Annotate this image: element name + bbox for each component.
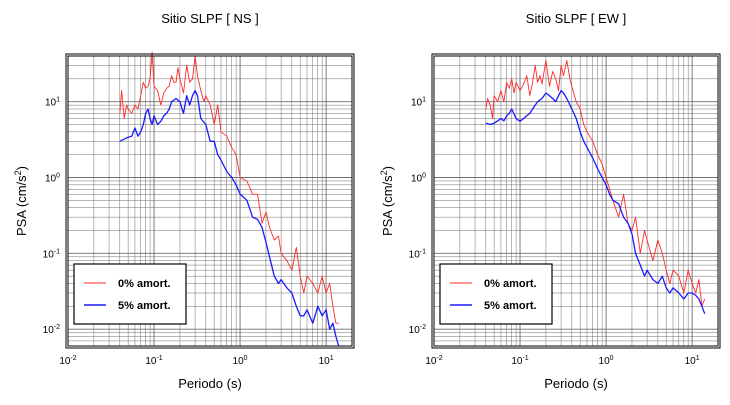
x-tick-label: 10-1 xyxy=(145,355,162,367)
y-tick-exponent: -2 xyxy=(420,324,426,331)
x-tick-label: 100 xyxy=(233,355,248,367)
y-axis-label-superscript: 2 xyxy=(379,170,389,175)
y-tick-base: 10 xyxy=(409,325,421,336)
y-tick-exponent: -1 xyxy=(54,248,60,255)
y-tick-exponent: 0 xyxy=(56,172,60,179)
x-tick-label: 10-2 xyxy=(425,355,442,367)
x-tick-exponent: 1 xyxy=(330,355,334,362)
x-tick-base: 10 xyxy=(511,356,523,367)
y-axis-label: PSA (cm/s2) xyxy=(13,166,29,236)
legend: 0% amort. 5% amort. xyxy=(439,263,553,325)
y-tick-label: 10-2 xyxy=(43,324,60,336)
y-tick-exponent: 1 xyxy=(56,97,60,104)
x-tick-exponent: 0 xyxy=(610,355,614,362)
y-axis-label-close: ) xyxy=(14,166,29,170)
y-tick-label: 10-1 xyxy=(409,248,426,260)
legend-label-5pct: 5% amort. xyxy=(118,300,171,312)
x-tick-label: 100 xyxy=(599,355,614,367)
y-tick-base: 10 xyxy=(45,173,57,184)
series-line-5pct xyxy=(119,89,340,347)
y-tick-label: 100 xyxy=(45,172,60,184)
y-tick-exponent: 1 xyxy=(422,97,426,104)
chart-title: Sitio SLPF [ EW ] xyxy=(526,11,626,26)
x-tick-base: 10 xyxy=(319,356,331,367)
chart-title: Sitio SLPF [ NS ] xyxy=(161,11,259,26)
y-tick-base: 10 xyxy=(411,173,423,184)
y-tick-label: 100 xyxy=(411,172,426,184)
y-axis-label-superscript: 2 xyxy=(13,170,23,175)
x-tick-base: 10 xyxy=(233,356,245,367)
x-axis-label: Periodo (s) xyxy=(544,376,608,391)
legend-label-0pct: 0% amort. xyxy=(118,278,171,290)
y-tick-label: 10-1 xyxy=(43,248,60,260)
x-tick-exponent: -2 xyxy=(436,355,442,362)
x-tick-base: 10 xyxy=(599,356,611,367)
y-axis-label-close: ) xyxy=(380,166,395,170)
plot-frame-outer xyxy=(431,53,721,349)
y-tick-exponent: 0 xyxy=(422,172,426,179)
x-tick-base: 10 xyxy=(59,356,71,367)
x-tick-base: 10 xyxy=(145,356,157,367)
y-tick-base: 10 xyxy=(411,98,423,109)
x-tick-base: 10 xyxy=(425,356,437,367)
plot-frame xyxy=(433,55,719,347)
x-tick-label: 101 xyxy=(319,355,334,367)
x-tick-exponent: 1 xyxy=(696,355,700,362)
y-axis-label: PSA (cm/s2) xyxy=(379,166,395,236)
y-tick-base: 10 xyxy=(43,325,55,336)
plot-frame xyxy=(67,55,353,347)
y-tick-base: 10 xyxy=(43,249,55,260)
plot-frame-outer xyxy=(65,53,355,349)
y-tick-label: 101 xyxy=(45,97,60,109)
legend: 0% amort. 5% amort. xyxy=(73,263,187,325)
y-tick-label: 10-2 xyxy=(409,324,426,336)
y-tick-exponent: -2 xyxy=(54,324,60,331)
y-axis-label-main: PSA (cm/s xyxy=(14,175,29,236)
x-tick-label: 10-1 xyxy=(511,355,528,367)
y-tick-exponent: -1 xyxy=(420,248,426,255)
x-tick-base: 10 xyxy=(685,356,697,367)
grid-lines xyxy=(68,56,352,346)
x-tick-label: 101 xyxy=(685,355,700,367)
x-tick-label: 10-2 xyxy=(59,355,76,367)
x-tick-exponent: 0 xyxy=(244,355,248,362)
x-axis-label: Periodo (s) xyxy=(178,376,242,391)
y-tick-base: 10 xyxy=(409,249,421,260)
series-line-0pct xyxy=(485,59,706,307)
series-line-0pct xyxy=(119,51,339,324)
y-axis-label-main: PSA (cm/s xyxy=(380,175,395,236)
x-tick-exponent: -1 xyxy=(522,355,528,362)
legend-label-5pct: 5% amort. xyxy=(484,300,537,312)
legend-label-0pct: 0% amort. xyxy=(484,278,537,290)
y-tick-base: 10 xyxy=(45,98,57,109)
x-tick-exponent: -2 xyxy=(70,355,76,362)
x-tick-exponent: -1 xyxy=(156,355,162,362)
legend-box xyxy=(439,263,553,325)
y-tick-label: 101 xyxy=(411,97,426,109)
series-line-5pct xyxy=(485,89,706,314)
legend-box xyxy=(73,263,187,325)
